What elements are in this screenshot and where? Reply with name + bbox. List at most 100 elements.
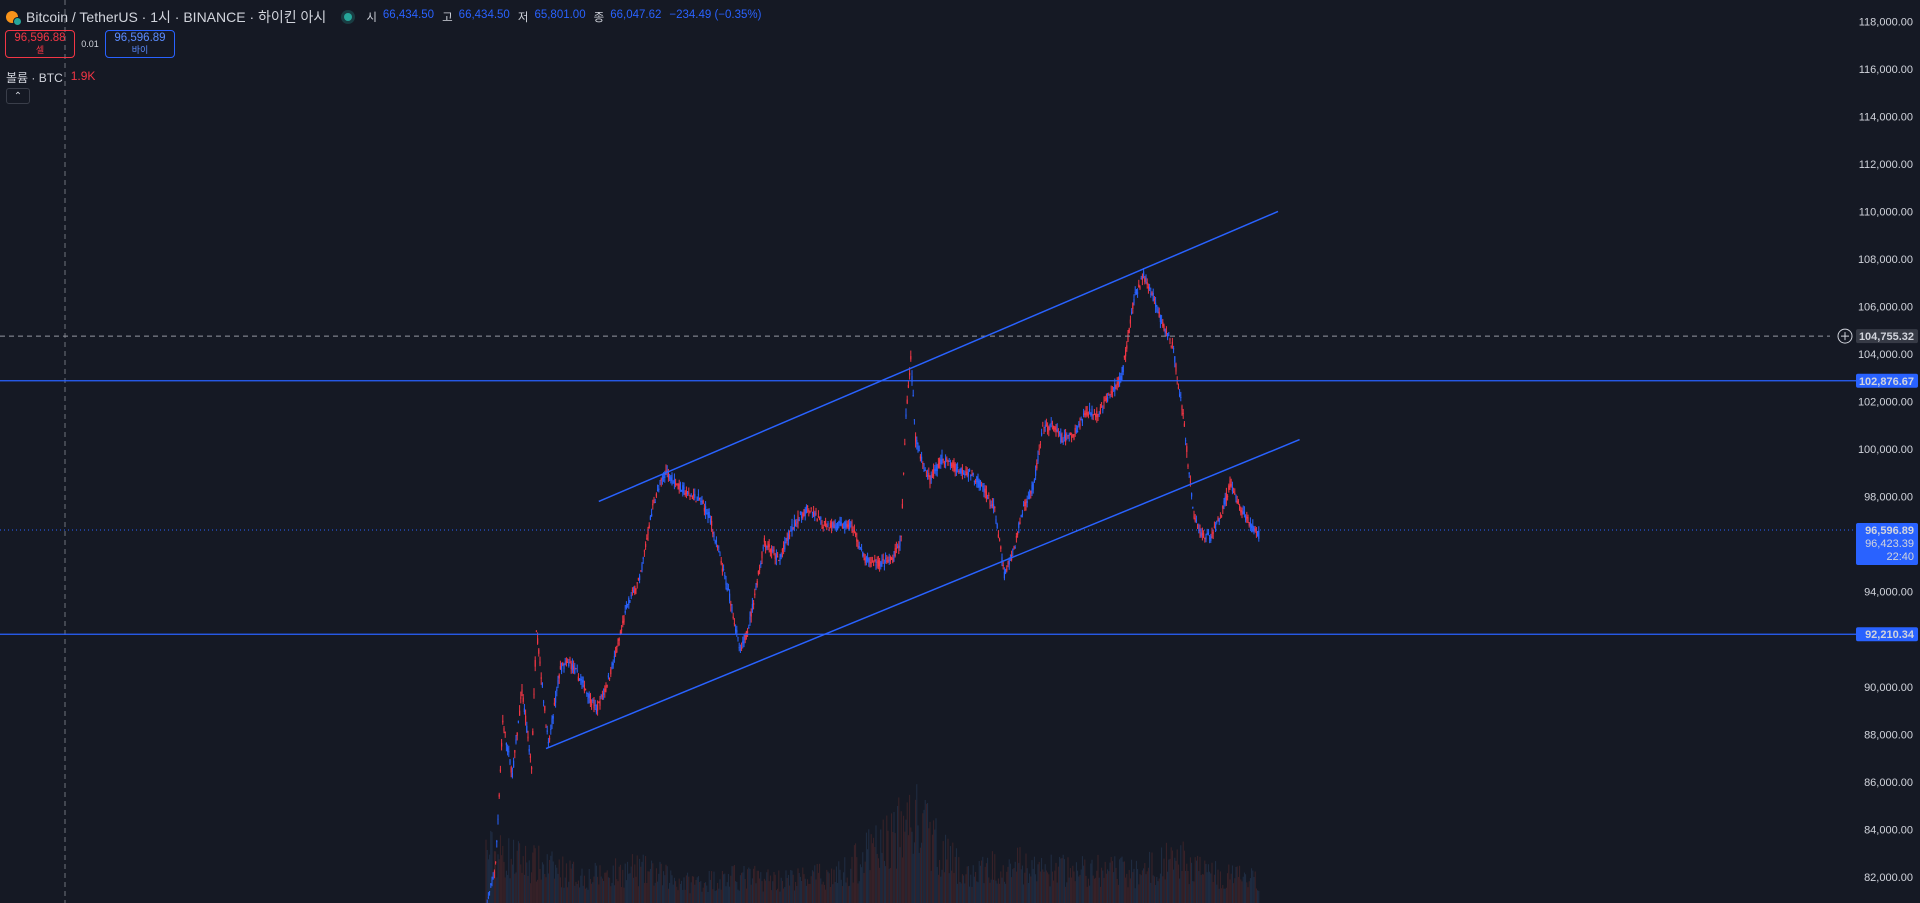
candle <box>772 549 774 552</box>
trend-line[interactable] <box>545 438 1300 750</box>
candle <box>1012 549 1014 551</box>
candle <box>942 459 944 461</box>
candle <box>1152 292 1154 302</box>
candle <box>1171 341 1173 345</box>
candle <box>495 861 497 863</box>
candle <box>1073 436 1075 440</box>
candle <box>1077 430 1079 432</box>
candle <box>811 512 813 514</box>
candle <box>675 483 677 486</box>
candle <box>1209 538 1211 540</box>
candle <box>1180 397 1182 399</box>
candle <box>651 513 653 517</box>
candle <box>780 554 782 557</box>
candle <box>828 527 830 529</box>
candle <box>1063 435 1065 439</box>
candle <box>1157 308 1159 314</box>
candle <box>613 655 615 659</box>
candle <box>694 494 696 499</box>
candle <box>809 511 811 513</box>
candle <box>961 469 963 474</box>
candle <box>553 702 555 705</box>
candle <box>703 507 705 512</box>
sell-button[interactable]: 96,596.88 셀 <box>5 30 75 58</box>
candle <box>785 542 787 544</box>
candle <box>525 715 527 722</box>
candle <box>1019 521 1021 524</box>
candle <box>767 542 769 549</box>
buy-button[interactable]: 96,596.89 바이 <box>105 30 175 58</box>
symbol-title[interactable]: Bitcoin / TetherUS · 1시 · BINANCE · 하이킨 … <box>26 9 327 25</box>
candle <box>681 489 683 492</box>
candle <box>664 472 666 479</box>
candle <box>777 556 779 558</box>
candle <box>1084 412 1086 416</box>
candle <box>1181 405 1183 411</box>
candle <box>1173 348 1175 350</box>
price-axis-tick: 116,000.00 <box>1859 64 1913 76</box>
candle <box>529 755 531 758</box>
candle <box>1042 425 1044 427</box>
candle <box>619 631 621 635</box>
candle <box>658 488 660 490</box>
candle <box>1013 546 1015 549</box>
candle <box>906 399 908 404</box>
candle <box>502 720 504 723</box>
candle <box>1006 568 1008 571</box>
candle <box>1054 427 1056 430</box>
candle <box>879 560 881 567</box>
candle <box>1156 304 1158 307</box>
candle <box>1049 424 1051 426</box>
candle <box>757 570 759 575</box>
candle <box>846 523 848 528</box>
candle <box>1102 409 1104 411</box>
candle <box>1056 429 1058 432</box>
candle <box>1079 423 1081 427</box>
candle <box>693 493 695 497</box>
candle <box>1061 436 1063 441</box>
candle <box>891 557 893 560</box>
candle <box>539 661 541 664</box>
candle <box>934 469 936 472</box>
candle <box>1228 485 1230 490</box>
candle <box>1192 506 1194 509</box>
candle <box>965 471 967 474</box>
candle <box>657 489 659 491</box>
candle <box>895 547 897 549</box>
candle <box>631 590 633 592</box>
candle <box>1229 480 1231 488</box>
candle <box>1021 513 1023 515</box>
candle <box>1037 455 1039 462</box>
candle <box>987 497 989 499</box>
candle <box>864 557 866 563</box>
candle <box>534 660 536 667</box>
candle <box>618 638 620 641</box>
candle <box>964 474 966 476</box>
candle <box>592 700 594 702</box>
candle <box>994 507 996 509</box>
candle <box>1029 494 1031 499</box>
candle <box>569 661 571 663</box>
trend-line[interactable] <box>598 210 1279 503</box>
add-alert-icon[interactable] <box>1837 328 1853 344</box>
price-axis-tick: 82,000.00 <box>1864 872 1913 884</box>
candle <box>540 677 542 679</box>
candle <box>825 520 827 527</box>
volume-legend[interactable]: 볼륨 · BTC 1.9K <box>6 69 95 86</box>
candle <box>1032 483 1034 490</box>
candle <box>633 590 635 593</box>
candle <box>943 463 945 465</box>
price-axis-tick: 112,000.00 <box>1859 159 1913 171</box>
collapse-legend-button[interactable]: ⌃ <box>6 88 30 104</box>
candle <box>510 767 512 773</box>
candle <box>702 500 704 504</box>
candle <box>601 695 603 697</box>
candle <box>1225 492 1227 501</box>
candle <box>697 494 699 496</box>
candle <box>783 545 785 549</box>
candle <box>865 556 867 563</box>
candle <box>630 595 632 597</box>
candle <box>717 545 719 548</box>
candle <box>555 696 557 703</box>
